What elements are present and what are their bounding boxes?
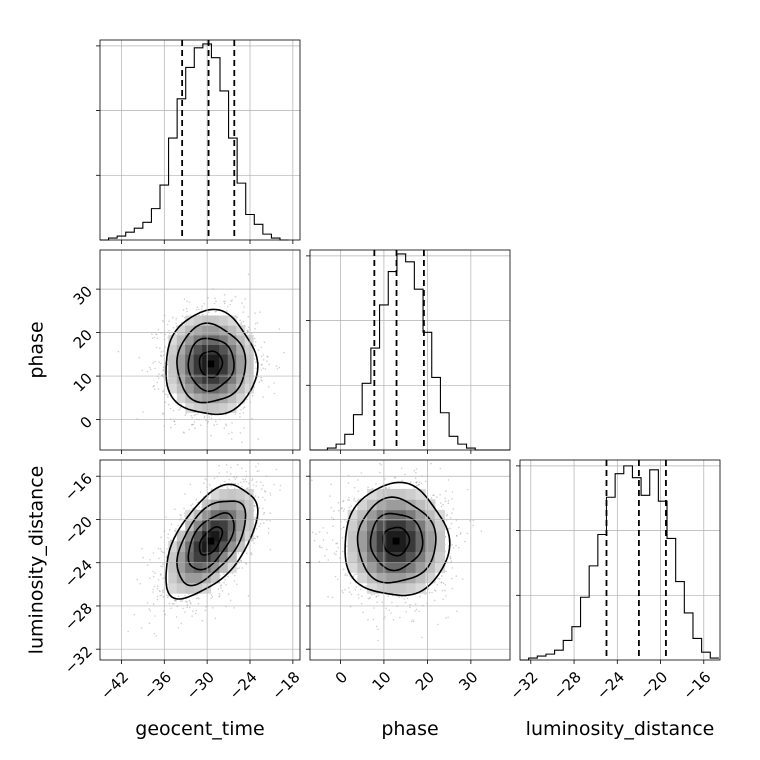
hist-luminosity_distance-bars xyxy=(520,465,719,661)
density-phase-luminosity_distance-plot-area xyxy=(311,462,483,642)
hist-luminosity_distance-frame xyxy=(519,459,721,661)
axis-luminosity_distance-tick-label-y: −24 xyxy=(61,556,96,591)
density-phase-luminosity_distance-contour xyxy=(344,481,451,597)
axis-phase-tick-label-x: 30 xyxy=(455,668,481,694)
density-phase-luminosity_distance-contour xyxy=(356,496,437,584)
density-phase-luminosity_distance-peak xyxy=(392,537,400,545)
density-geocent_time-phase-contour xyxy=(165,308,259,416)
density-geocent_time-phase-peak xyxy=(207,360,215,368)
density-geocent_time-luminosity_distance-contour xyxy=(165,483,259,600)
xlabel-geocent_time: geocent_time xyxy=(135,718,264,740)
axis-phase-tick-label-x: 10 xyxy=(368,668,394,694)
density-geocent_time-luminosity_distance-peak xyxy=(207,537,215,545)
density-phase-luminosity_distance-frame xyxy=(309,459,511,661)
density-geocent_time-phase-density-cells xyxy=(168,315,254,413)
hist-geocent_time-bars xyxy=(100,43,289,241)
density-geocent_time-phase-contour xyxy=(176,322,247,404)
axis-geocent_time-tick-label-x: −36 xyxy=(140,668,175,703)
axis-phase-tick-label-x: 0 xyxy=(332,668,351,687)
axis-phase-tick-label-y: 30 xyxy=(70,282,96,308)
density-geocent_time-phase-plot-area xyxy=(117,273,285,444)
axis-luminosity_distance-tick-label-y: −28 xyxy=(61,599,96,634)
axis-phase-tick-label-x: 20 xyxy=(412,668,438,694)
density-geocent_time-phase-contour xyxy=(187,337,235,392)
density-phase-luminosity_distance-contour xyxy=(369,512,424,572)
axis-luminosity_distance-tick-label-y: −20 xyxy=(61,513,96,548)
axis-geocent_time-tick-label-x: −42 xyxy=(97,668,132,703)
axis-geocent_time-tick-label-x: −30 xyxy=(183,668,218,703)
xlabel-phase: phase xyxy=(381,718,438,740)
density-geocent_time-luminosity_distance-contour xyxy=(176,500,247,587)
ylabel-luminosity_distance: luminosity_distance xyxy=(26,466,48,655)
axis-geocent_time-tick-label-x: −24 xyxy=(226,668,261,703)
axis-phase-tick-label-y: 0 xyxy=(77,413,96,432)
axis-luminosity_distance-tick-label-x: −32 xyxy=(506,668,541,703)
axis-phase-tick-label-y: 10 xyxy=(70,369,96,395)
density-geocent_time-phase-frame xyxy=(99,249,301,451)
density-geocent_time-luminosity_distance-plot-area xyxy=(127,463,282,637)
xlabel-luminosity_distance: luminosity_distance xyxy=(526,718,715,740)
density-phase-luminosity_distance-density-cells xyxy=(347,488,445,594)
axis-phase-tick-label-y: 20 xyxy=(70,326,96,352)
axis-luminosity_distance-tick-label-x: −28 xyxy=(550,668,585,703)
hist-phase-bars xyxy=(310,253,510,451)
axis-luminosity_distance-tick-label-y: −32 xyxy=(61,642,96,677)
density-phase-luminosity_distance-contour xyxy=(382,526,411,557)
hist-phase-frame xyxy=(309,249,511,451)
density-geocent_time-luminosity_distance-frame xyxy=(99,459,301,661)
axis-luminosity_distance-tick-label-y: −16 xyxy=(61,469,96,504)
density-geocent_time-luminosity_distance-contour xyxy=(198,526,224,556)
axis-geocent_time-tick-label-x: −18 xyxy=(268,668,303,703)
axis-luminosity_distance-tick-label-x: −20 xyxy=(636,668,671,703)
hist-geocent_time-frame xyxy=(99,39,301,241)
axis-luminosity_distance-tick-label-x: −16 xyxy=(679,668,714,703)
density-geocent_time-phase-contour xyxy=(198,350,224,379)
density-geocent_time-luminosity_distance-contour xyxy=(187,512,235,571)
axis-luminosity_distance-tick-label-x: −24 xyxy=(593,668,628,703)
ylabel-phase: phase xyxy=(26,321,48,378)
